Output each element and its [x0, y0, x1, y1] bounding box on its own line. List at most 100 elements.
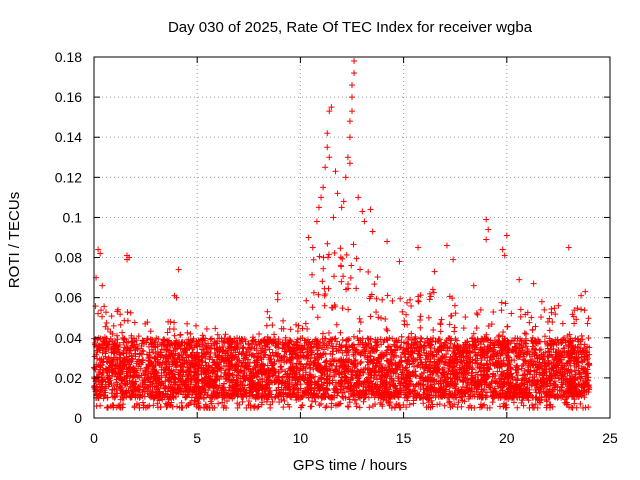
scatter-point: [299, 325, 306, 332]
chart-title: Day 030 of 2025, Rate Of TEC Index for r…: [168, 19, 533, 36]
scatter-point: [411, 387, 418, 394]
scatter-point: [187, 330, 194, 337]
scatter-point: [430, 326, 437, 333]
scatter-point: [454, 404, 461, 411]
scatter-point: [322, 404, 329, 411]
scatter-point: [309, 304, 316, 311]
scatter-point: [340, 273, 347, 280]
scatter-point: [353, 255, 360, 262]
scatter-point: [521, 330, 528, 337]
scatter-point: [320, 265, 327, 272]
scatter-point: [188, 394, 195, 401]
scatter-point: [581, 307, 588, 314]
scatter-point: [223, 398, 230, 405]
scatter-point: [103, 319, 110, 326]
scatter-point: [502, 300, 509, 307]
scatter-point: [544, 318, 551, 325]
scatter-point: [293, 321, 300, 328]
scatter-point: [379, 296, 386, 303]
scatter-point: [441, 402, 448, 409]
scatter-point: [585, 335, 592, 342]
scatter-point: [406, 361, 413, 368]
scatter-point: [101, 303, 108, 310]
scatter-point: [339, 305, 346, 312]
scatter-point: [508, 310, 515, 317]
scatter-point: [353, 285, 360, 292]
scatter-point: [498, 307, 505, 314]
scatter-point: [350, 333, 357, 340]
scatter-point: [256, 330, 263, 337]
scatter-point: [331, 273, 338, 280]
scatter-point: [514, 404, 521, 411]
scatter-point: [119, 329, 126, 336]
scatter-point: [374, 376, 381, 383]
scatter-point: [356, 404, 363, 411]
scatter-point: [489, 399, 496, 406]
scatter-point: [577, 400, 584, 407]
scatter-point: [357, 319, 364, 326]
scatter-point: [121, 317, 128, 324]
scatter-point: [109, 402, 116, 409]
scatter-point: [171, 332, 178, 339]
scatter-point: [571, 320, 578, 327]
scatter-point: [281, 397, 288, 404]
scatter-point: [131, 319, 138, 326]
scatter-point: [192, 322, 199, 329]
scatter-point: [401, 317, 408, 324]
scatter-point: [147, 328, 154, 335]
scatter-point: [504, 323, 511, 330]
scatter-point: [417, 313, 424, 320]
scatter-point: [124, 309, 131, 316]
scatter-point: [552, 311, 559, 318]
scatter-point: [404, 340, 411, 347]
scatter-point: [171, 319, 178, 326]
scatter-point: [403, 311, 410, 318]
scatter-point: [417, 324, 424, 331]
scatter-point: [532, 323, 539, 330]
scatter-point: [280, 317, 287, 324]
scatter-point: [462, 314, 469, 321]
scatter-point: [367, 313, 374, 320]
scatter-point: [303, 297, 310, 304]
scatter-point: [310, 256, 317, 263]
scatter-point: [371, 281, 378, 288]
scatter-point: [309, 271, 316, 278]
scatter-point: [321, 302, 328, 309]
scatter-point: [408, 330, 415, 337]
scatter-point: [302, 320, 309, 327]
scatter-point: [437, 320, 444, 327]
scatter-point: [108, 313, 115, 320]
scatter-point: [339, 336, 346, 343]
scatter-point: [554, 336, 561, 343]
scatter-point: [517, 306, 524, 313]
scatter-point: [447, 340, 454, 347]
scatter-point: [93, 403, 100, 410]
scatter-point: [546, 315, 553, 322]
scatter-point: [365, 268, 372, 275]
scatter-point: [325, 254, 332, 261]
scatter-point: [312, 398, 319, 405]
scatter-point: [174, 403, 181, 410]
scatter-point: [99, 313, 106, 320]
scatter-point: [177, 331, 184, 338]
scatter-point: [415, 298, 422, 305]
scatter-point: [339, 393, 346, 400]
scatter-point: [537, 346, 544, 353]
scatter-point: [398, 333, 405, 340]
scatter-point: [382, 316, 389, 323]
scatter-point: [427, 293, 434, 300]
scatter-point: [338, 278, 345, 285]
scatter-point: [460, 325, 467, 332]
scatter-point: [455, 399, 462, 406]
scatter-point: [408, 302, 415, 309]
scatter-point: [559, 320, 566, 327]
scatter-point: [437, 328, 444, 335]
scatter-point: [474, 311, 481, 318]
scatter-point: [429, 286, 436, 293]
scatter-point: [343, 251, 350, 258]
scatter-point: [345, 306, 352, 313]
scatter-point: [417, 334, 424, 341]
scatter-point: [578, 306, 585, 313]
scatter-point: [374, 274, 381, 281]
scatter-point: [314, 314, 321, 321]
